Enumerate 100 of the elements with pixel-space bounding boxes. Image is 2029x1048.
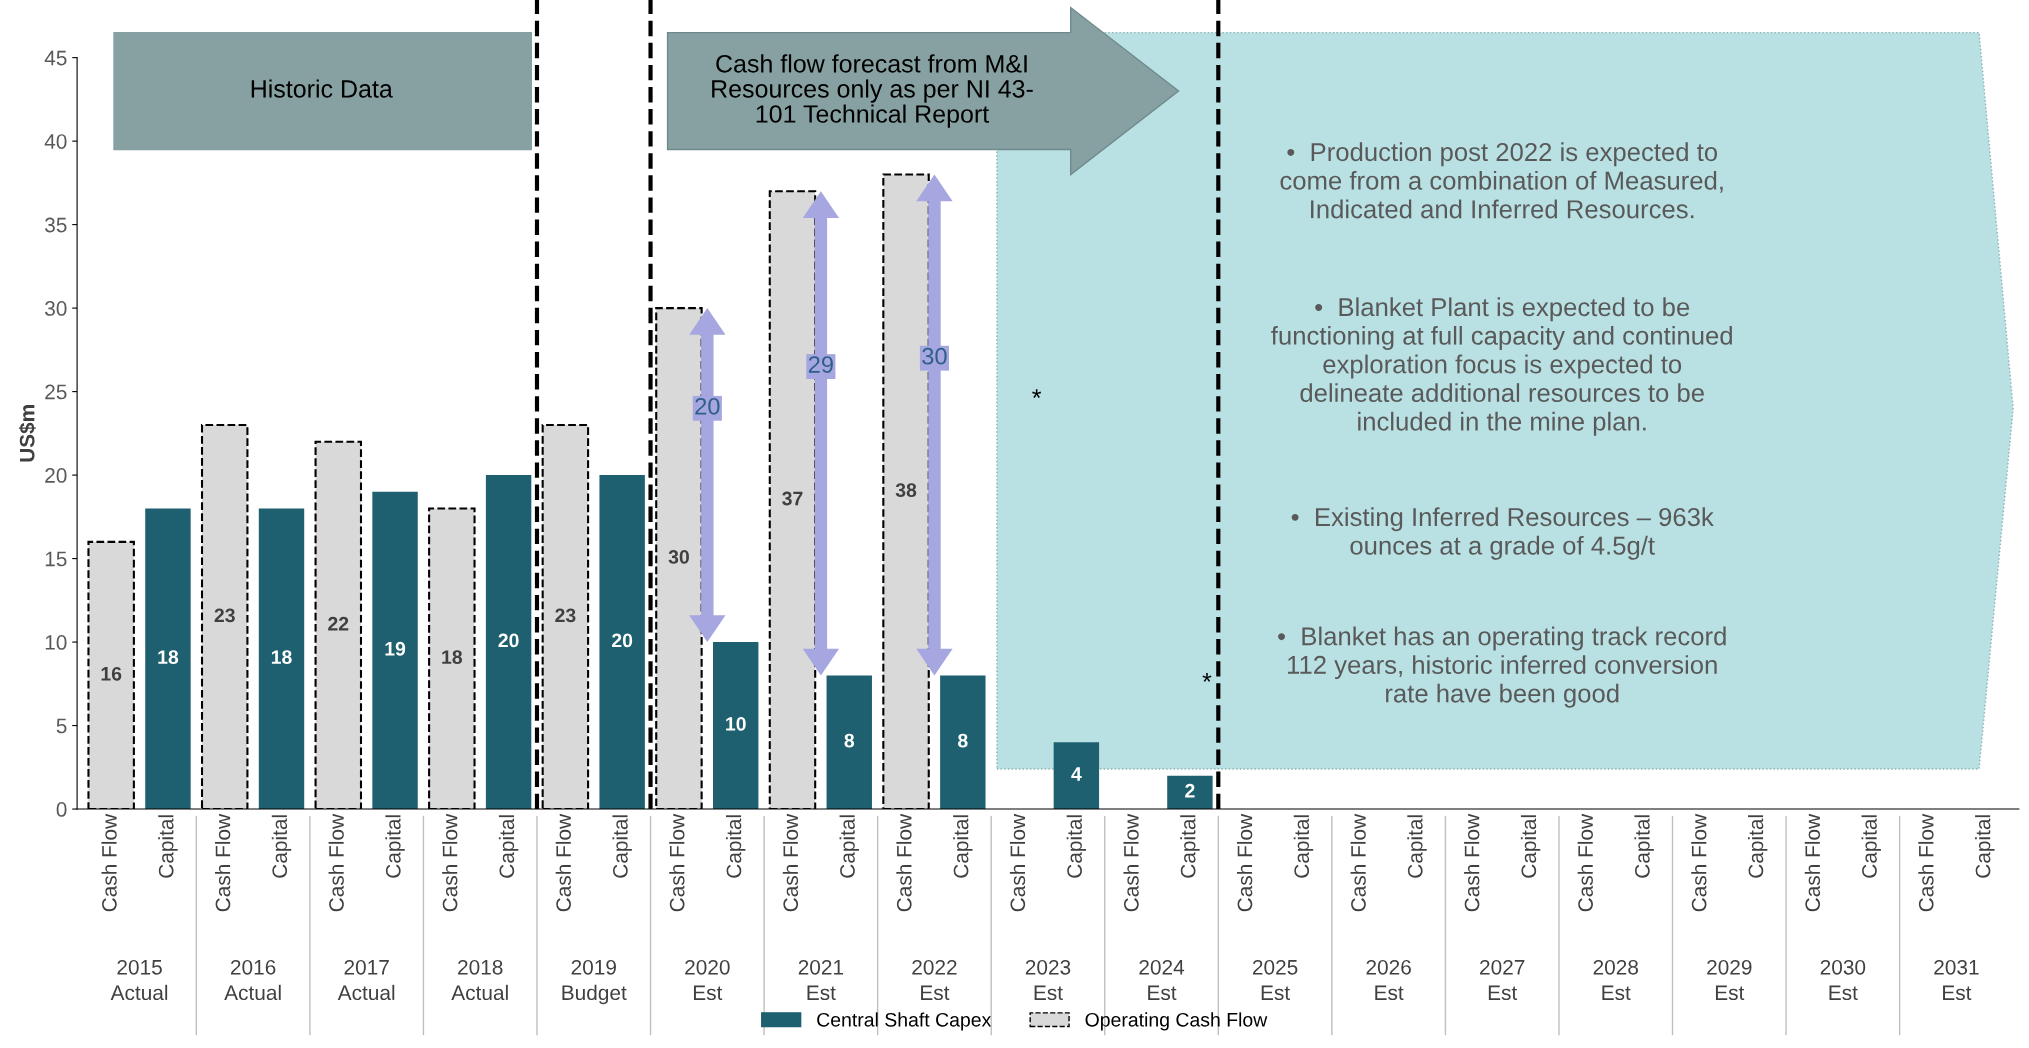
annotation: • Production post 2022 is expected to come from a combination of Measured, Indicated and Inferred Resources. <box>1280 142 1723 219</box>
data-label: 18 <box>442 650 463 664</box>
data-label: 20 <box>498 633 519 648</box>
text: 2025 Est <box>1252 959 1298 1001</box>
text: 2015 Actual <box>110 959 168 1001</box>
data-label: 20 <box>612 633 633 648</box>
bar <box>826 675 872 810</box>
text: 2031 Est <box>1934 959 1979 1001</box>
data-label: 4 <box>1071 767 1082 781</box>
data-label: 2 <box>1185 783 1195 798</box>
data-label: 23 <box>214 608 235 623</box>
bar <box>1167 775 1213 810</box>
data-label: 8 <box>844 733 855 748</box>
x-tick-label: Capital <box>1066 815 1087 878</box>
x-tick-label: Cash Flow <box>1350 813 1366 912</box>
text: 2026 Est <box>1366 959 1411 1001</box>
annotation: 29 <box>808 356 833 373</box>
x-tick-label: Cash Flow <box>555 813 571 912</box>
x-tick-label: Capital <box>839 815 859 878</box>
annotation: * <box>1202 673 1212 682</box>
data-label: 37 <box>782 491 803 506</box>
bar <box>372 491 418 810</box>
y-tick-label: 15 <box>45 551 67 567</box>
text: 2019 Budget <box>562 959 627 1005</box>
text: 2021 Est <box>798 959 844 1001</box>
data-label: 19 <box>385 641 406 656</box>
y-tick-label: 0 <box>56 802 67 817</box>
x-tick-label: Capital <box>1747 815 1768 878</box>
text: 2017 Actual <box>337 959 395 1001</box>
text: 2027 Est <box>1480 959 1525 1001</box>
data-label: 23 <box>555 608 576 623</box>
annotation: 30 <box>922 347 947 365</box>
x-tick-label: Cash Flow <box>101 813 117 912</box>
y-tick-label: 25 <box>45 384 67 400</box>
x-tick-label: Cash Flow <box>442 813 458 912</box>
x-tick-label: Capital <box>1861 815 1881 878</box>
x-tick-label: Cash Flow <box>1464 813 1480 912</box>
x-tick-label: Capital <box>385 815 405 878</box>
data-label: 38 <box>895 483 917 498</box>
text: 2030 Est <box>1820 959 1866 1001</box>
x-tick-label: Capital <box>271 815 292 878</box>
y-tick-label: 10 <box>45 635 67 650</box>
x-tick-label: Cash Flow <box>328 813 344 912</box>
x-tick-label: Capital <box>1634 815 1654 878</box>
text: 2023 Est <box>1025 959 1071 1001</box>
data-label: 18 <box>271 650 292 664</box>
x-tick-label: Capital <box>1520 815 1541 878</box>
x-tick-label: Capital <box>1293 815 1314 878</box>
y-tick-label: 45 <box>44 50 67 66</box>
y-tick-label: 5 <box>56 718 67 734</box>
bar <box>1053 742 1100 810</box>
annotation: Cash flow forecast from M&I Resources only as per NI 43- 101 Technical Report <box>712 54 1033 128</box>
bar <box>713 642 759 810</box>
text: 2016 Actual <box>224 959 281 1001</box>
x-tick-label: Capital <box>1180 815 1200 878</box>
x-tick-label: Cash Flow <box>1236 813 1253 912</box>
annotation: • Existing Inferred Resources – 963k ounces at a grade of 4.5g/t <box>1291 507 1714 560</box>
x-tick-label: Cash Flow <box>1123 813 1139 912</box>
y-tick-label: 30 <box>45 301 67 316</box>
x-tick-label: Cash Flow <box>215 813 231 912</box>
text: 2022 Est <box>912 959 957 1001</box>
legend-label: Central Shaft Capex <box>817 1012 992 1031</box>
annotation: • Blanket has an operating track record 112 years, historic inferred conversion rate have been good <box>1278 626 1726 708</box>
x-tick-label: Capital <box>1407 815 1427 878</box>
data-label: 8 <box>958 733 968 748</box>
annotation: * <box>1032 389 1042 398</box>
text: 2024 Est <box>1139 959 1185 1001</box>
text: 2029 Est <box>1707 959 1752 1001</box>
bar <box>145 508 191 810</box>
text: 2020 Est <box>685 959 730 1001</box>
data-label: 22 <box>328 616 349 631</box>
x-tick-label: Cash Flow <box>1918 813 1934 912</box>
data-label: 10 <box>726 717 746 731</box>
data-label: 30 <box>668 550 689 564</box>
legend-label: Operating Cash Flow <box>1085 1012 1268 1031</box>
x-tick-label: Capital <box>612 815 632 878</box>
x-tick-label: Capital <box>726 815 746 878</box>
x-tick-label: Capital <box>953 815 973 878</box>
data-label: 18 <box>158 650 179 664</box>
bar <box>258 508 305 810</box>
x-tick-label: Capital <box>158 815 178 878</box>
x-tick-label: Cash Flow <box>669 813 685 912</box>
x-tick-label: Cash Flow <box>1009 813 1026 912</box>
annotation: • Blanket Plant is expected to be functioning at full capacity and continued exploration focus is expected to delineate additional resources to be included in the mine plan. <box>1271 297 1732 436</box>
bar <box>599 475 645 810</box>
annotation: Historic Data <box>251 79 393 98</box>
text: 2028 Est <box>1593 959 1639 1001</box>
x-tick-label: Cash Flow <box>1804 813 1821 912</box>
y-axis-title: US$m <box>18 405 36 462</box>
x-tick-label: Cash Flow <box>896 813 912 912</box>
y-tick-label: 20 <box>45 468 67 483</box>
y-tick-label: 40 <box>44 134 67 149</box>
x-tick-label: Cash Flow <box>1691 813 1707 912</box>
x-tick-label: Cash Flow <box>1577 813 1593 912</box>
y-tick-label: 35 <box>45 217 67 233</box>
x-tick-label: Cash Flow <box>782 813 799 912</box>
x-tick-label: Capital <box>498 815 519 878</box>
x-tick-label: Capital <box>1975 815 1995 878</box>
bar <box>940 675 986 810</box>
text: 2018 Actual <box>451 959 508 1001</box>
